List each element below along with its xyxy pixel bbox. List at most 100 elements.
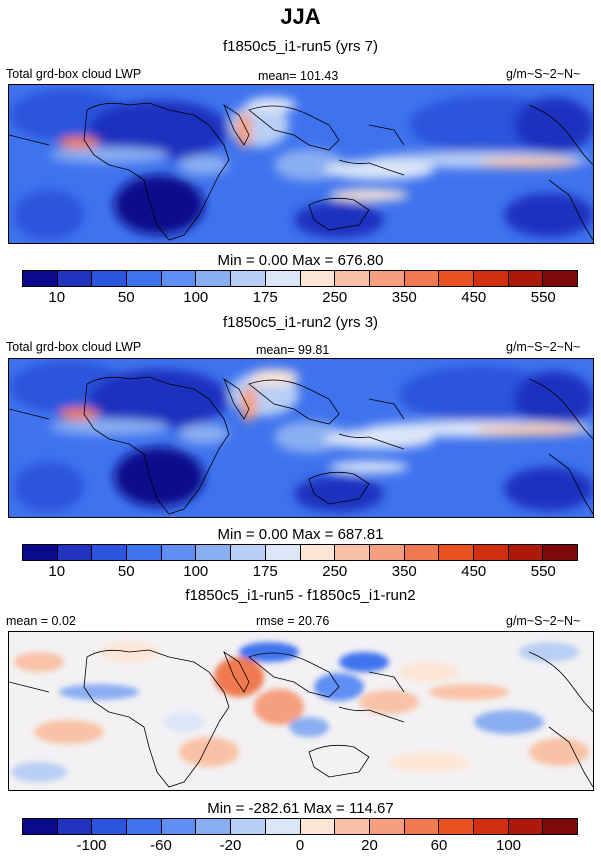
colorbar-swatch: [369, 819, 405, 834]
colorbar-tick-label: 250: [322, 563, 348, 580]
colorbar-swatch: [196, 819, 232, 834]
panel-2-center-label: mean= 99.81: [256, 343, 330, 357]
colorbar-tick-label: 50: [117, 289, 135, 306]
colorbar-swatch: [161, 545, 197, 560]
panel-3-mean-label: mean = 0.02: [6, 614, 76, 628]
colorbar-tick-label: 175: [252, 289, 278, 306]
colorbar-swatch: [127, 819, 162, 834]
colorbar-swatch: [369, 271, 405, 286]
colorbar-tick-label: -20: [219, 837, 242, 854]
coastlines: [9, 102, 593, 241]
panel-3-rmse-label: rmse = 20.76: [256, 614, 330, 628]
panel-1-minmax: Min = 0.00 Max = 676.80: [217, 252, 384, 269]
colorbar-tick-label: 175: [252, 563, 278, 580]
colorbar-tick-label: 550: [530, 563, 556, 580]
colorbar-tick-label: 10: [48, 563, 66, 580]
colorbar-swatch: [231, 819, 266, 834]
panel-2-units-label: g/m~S~2~N~: [506, 340, 581, 354]
panel-3-title: f1850c5_i1-run5 - f1850c5_i1-run2: [185, 587, 416, 604]
colorbar-swatch: [265, 545, 301, 560]
lwp-difference-field: [11, 642, 589, 782]
colorbar-tick-label: 60: [430, 837, 448, 854]
colorbar-swatch: [92, 545, 128, 560]
colorbar-swatch: [508, 545, 544, 560]
colorbar-tick-label: -100: [76, 837, 107, 854]
colorbar-swatch: [404, 271, 440, 286]
panel-3-units-label: g/m~S~2~N~: [506, 614, 581, 628]
colorbar-tick-label: 550: [530, 289, 556, 306]
panel-3-colorbar: [22, 818, 578, 835]
panel-1-map: [8, 84, 594, 244]
colorbar-swatch: [265, 271, 301, 286]
colorbar-swatch: [127, 271, 162, 286]
colorbar-swatch: [369, 545, 405, 560]
colorbar-swatch: [265, 819, 301, 834]
panel-2-left-label: Total grd-box cloud LWP: [6, 340, 142, 354]
colorbar-swatch: [231, 271, 266, 286]
colorbar-swatch: [404, 819, 440, 834]
panel-1-colorbar: [22, 270, 578, 287]
colorbar-swatch: [300, 819, 336, 834]
panel-3-minmax: Min = -282.61 Max = 114.67: [207, 800, 394, 817]
colorbar-swatch: [473, 819, 509, 834]
colorbar-swatch: [543, 271, 577, 286]
panel-2-map: [8, 358, 594, 518]
panel-1-center-label: mean= 101.43: [258, 69, 339, 83]
colorbar-tick-label: 0: [295, 837, 305, 854]
colorbar-swatch: [231, 545, 266, 560]
colorbar-swatch: [473, 271, 509, 286]
lwp-field-run2: [9, 361, 593, 512]
panel-1-left-label: Total grd-box cloud LWP: [6, 67, 142, 81]
colorbar-swatch: [23, 819, 58, 834]
colorbar-swatch: [92, 271, 128, 286]
colorbar-swatch: [439, 271, 474, 286]
colorbar-swatch: [404, 545, 440, 560]
colorbar-swatch: [300, 271, 336, 286]
colorbar-swatch: [335, 819, 370, 834]
colorbar-tick-label: -60: [150, 837, 172, 854]
colorbar-tick-label: 50: [117, 563, 135, 580]
colorbar-swatch: [57, 545, 93, 560]
panel-1-title: f1850c5_i1-run5 (yrs 7): [222, 38, 379, 55]
colorbar-swatch: [23, 271, 58, 286]
colorbar-tick-label: 100: [495, 837, 522, 854]
panel-2-colorbar: [22, 544, 578, 561]
coastlines: [9, 376, 593, 515]
colorbar-swatch: [57, 819, 93, 834]
colorbar-swatch: [543, 819, 577, 834]
figure-title: JJA: [280, 4, 321, 29]
colorbar-tick-label: 100: [183, 289, 209, 306]
colorbar-tick-label: 450: [461, 289, 487, 306]
colorbar-swatch: [161, 271, 197, 286]
colorbar-tick-label: 20: [361, 837, 378, 854]
colorbar-tick-label: 100: [183, 563, 209, 580]
panel-2-title: f1850c5_i1-run2 (yrs 3): [222, 314, 379, 331]
panel-1-units-label: g/m~S~2~N~: [506, 67, 581, 81]
colorbar-swatch: [127, 545, 162, 560]
panel-2-colorbar-ticks: 10 50 100 175 250 350 450 550: [22, 563, 578, 581]
colorbar-swatch: [57, 271, 93, 286]
colorbar-tick-label: 250: [322, 289, 348, 306]
panel-3-map: [8, 631, 594, 791]
colorbar-tick-label: 10: [48, 289, 66, 306]
colorbar-tick-label: 450: [461, 563, 487, 580]
panel-1-colorbar-ticks: 10 50 100 175 250 350 450 550: [22, 289, 578, 307]
coastlines: [9, 649, 593, 788]
colorbar-swatch: [300, 545, 336, 560]
panel-3-colorbar-ticks: -100 -60 -20 0 20 60 100: [22, 837, 578, 855]
colorbar-swatch: [335, 545, 370, 560]
colorbar-tick-label: 350: [391, 289, 417, 306]
colorbar-swatch: [92, 819, 128, 834]
colorbar-swatch: [196, 545, 232, 560]
colorbar-swatch: [508, 271, 544, 286]
colorbar-swatch: [439, 819, 474, 834]
colorbar-swatch: [439, 545, 474, 560]
colorbar-tick-label: 350: [391, 563, 417, 580]
colorbar-swatch: [508, 819, 544, 834]
colorbar-swatch: [543, 545, 577, 560]
colorbar-swatch: [473, 545, 509, 560]
colorbar-swatch: [335, 271, 370, 286]
panel-2-minmax: Min = 0.00 Max = 687.81: [217, 526, 384, 543]
colorbar-swatch: [196, 271, 232, 286]
colorbar-swatch: [23, 545, 58, 560]
